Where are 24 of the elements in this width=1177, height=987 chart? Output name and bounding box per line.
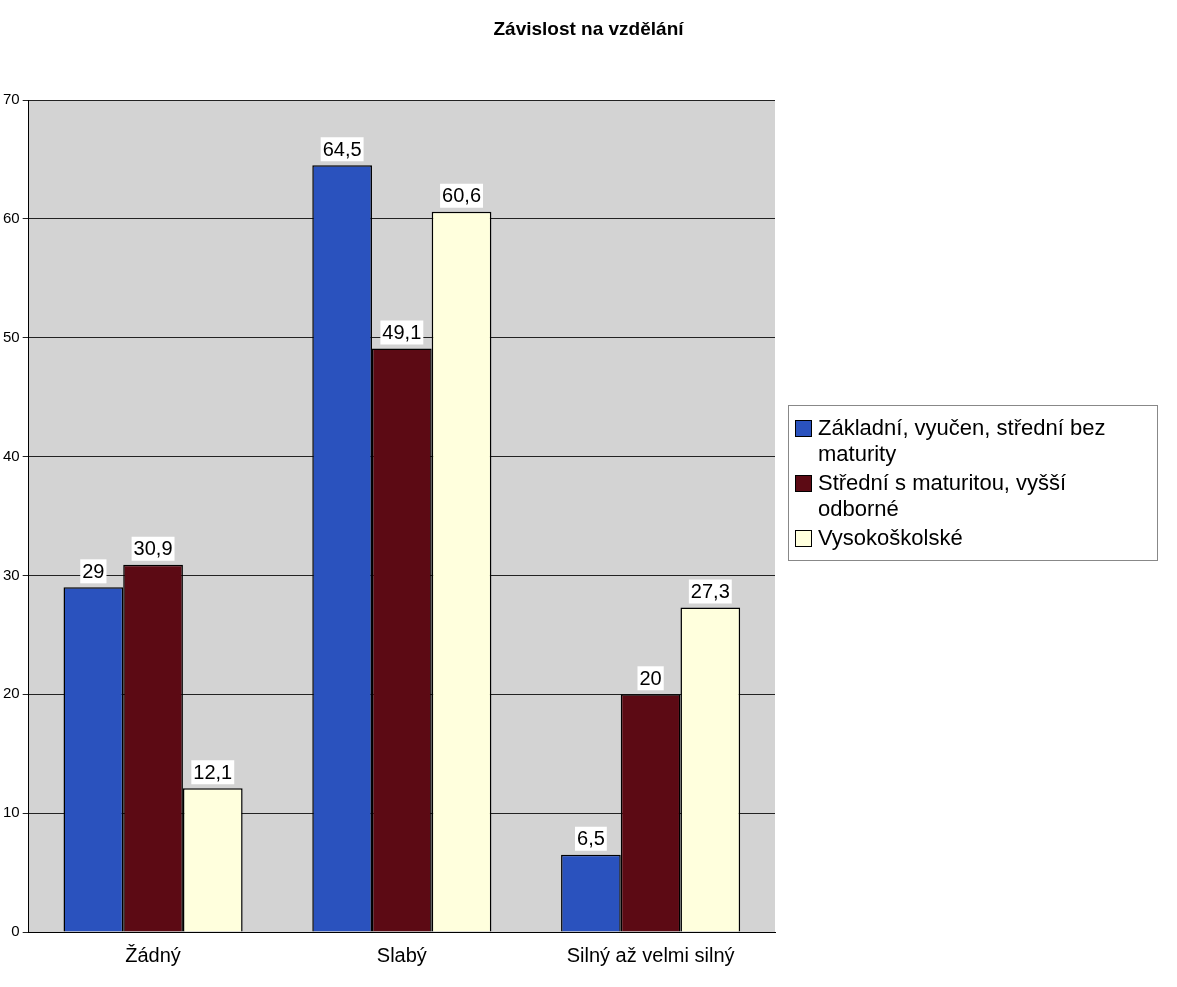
data-label: 30,9: [133, 537, 173, 560]
y-tick-label: 0: [11, 922, 20, 940]
y-tick-label: 60: [3, 209, 20, 226]
data-label: 20: [639, 666, 662, 689]
y-tick-label: 40: [3, 446, 20, 464]
y-tick-label: 20: [3, 684, 20, 702]
chart-title: Závislost na vzdělání: [492, 18, 685, 40]
data-label: 60,6: [442, 184, 482, 207]
y-tick-label: 30: [3, 565, 20, 583]
y-tick-label: 70: [3, 90, 20, 108]
legend-label: Základní, vyučen, střední bez maturity: [818, 415, 1107, 467]
data-label: 29: [82, 559, 105, 582]
data-label: 27,3: [690, 580, 730, 603]
x-tick-label: Silný až velmi silný: [566, 943, 735, 966]
data-label: 6,5: [577, 827, 605, 850]
legend-label: Vysokoškolské: [818, 525, 963, 551]
data-label: 64,5: [322, 137, 362, 160]
y-tick-label: 50: [3, 327, 20, 345]
data-label: 49,1: [382, 320, 422, 343]
x-tick-label: Slabý: [376, 943, 427, 966]
x-tick-label: Žádný: [125, 943, 181, 966]
y-tick-label: 10: [3, 803, 20, 821]
legend-label: Střední s maturitou, vyšší odborné: [818, 470, 1068, 522]
data-label: 12,1: [193, 760, 233, 783]
